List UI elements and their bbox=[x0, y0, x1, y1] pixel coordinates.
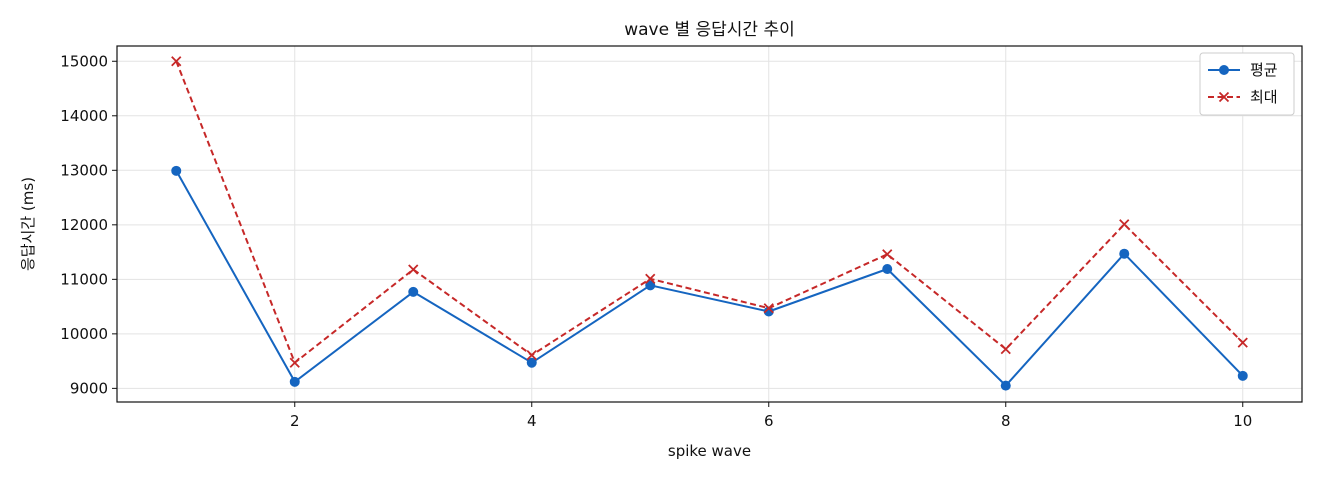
chart-title: wave 별 응답시간 추이 bbox=[624, 20, 795, 40]
x-tick-label: 10 bbox=[1233, 412, 1252, 430]
axis-ticks: 2 4 6 8 10 9000 10000 11000 12000 13000 14000 15000 bbox=[60, 52, 1252, 430]
legend-item: 최대 bbox=[1208, 88, 1278, 106]
data-point bbox=[882, 263, 893, 274]
data-point bbox=[1237, 370, 1248, 381]
data-point bbox=[763, 303, 774, 314]
series-2 bbox=[171, 56, 1248, 368]
legend-swatch-marker bbox=[1218, 91, 1230, 103]
data-point bbox=[526, 349, 537, 361]
data-point bbox=[1000, 380, 1011, 391]
data-point bbox=[882, 249, 893, 260]
data-point bbox=[289, 357, 300, 368]
legend-box bbox=[1199, 52, 1295, 116]
legend-label: 최대 bbox=[1250, 88, 1278, 106]
x-tick-label: 6 bbox=[764, 412, 774, 430]
x-tick-label: 2 bbox=[290, 412, 300, 430]
x-axis-label: spike wave bbox=[668, 442, 751, 460]
y-tick-label: 10000 bbox=[60, 325, 108, 343]
y-tick-label: 13000 bbox=[60, 161, 108, 179]
x-tick-label: 8 bbox=[1001, 412, 1011, 430]
y-tick-label: 14000 bbox=[60, 107, 108, 125]
data-point bbox=[171, 165, 182, 176]
series-1 bbox=[171, 165, 1248, 391]
x-tick-label: 4 bbox=[527, 412, 537, 430]
legend-swatch-marker bbox=[1219, 65, 1229, 75]
y-tick-label: 15000 bbox=[60, 52, 108, 70]
y-tick-label: 11000 bbox=[60, 270, 108, 288]
data-point bbox=[289, 376, 300, 387]
data-point bbox=[763, 306, 774, 317]
data-point bbox=[1000, 343, 1011, 355]
legend-label: 평균 bbox=[1250, 61, 1278, 79]
data-point bbox=[645, 280, 656, 291]
data-point bbox=[408, 264, 419, 275]
data-point bbox=[171, 56, 182, 67]
plot-frame bbox=[116, 45, 1303, 403]
grid-lines bbox=[117, 46, 1302, 402]
series-line bbox=[175, 60, 1244, 364]
data-point bbox=[645, 273, 656, 284]
data-point bbox=[1119, 219, 1130, 230]
y-axis-label: 응답시간 (ms) bbox=[19, 177, 37, 271]
data-point bbox=[408, 286, 419, 297]
data-point bbox=[1237, 337, 1248, 348]
y-tick-label: 9000 bbox=[70, 379, 108, 397]
series-line bbox=[175, 170, 1244, 387]
data-point bbox=[526, 357, 537, 368]
series-layer bbox=[171, 56, 1248, 391]
y-tick-label: 12000 bbox=[60, 216, 108, 234]
legend-item: 평균 bbox=[1208, 61, 1278, 79]
data-point bbox=[1119, 248, 1130, 259]
